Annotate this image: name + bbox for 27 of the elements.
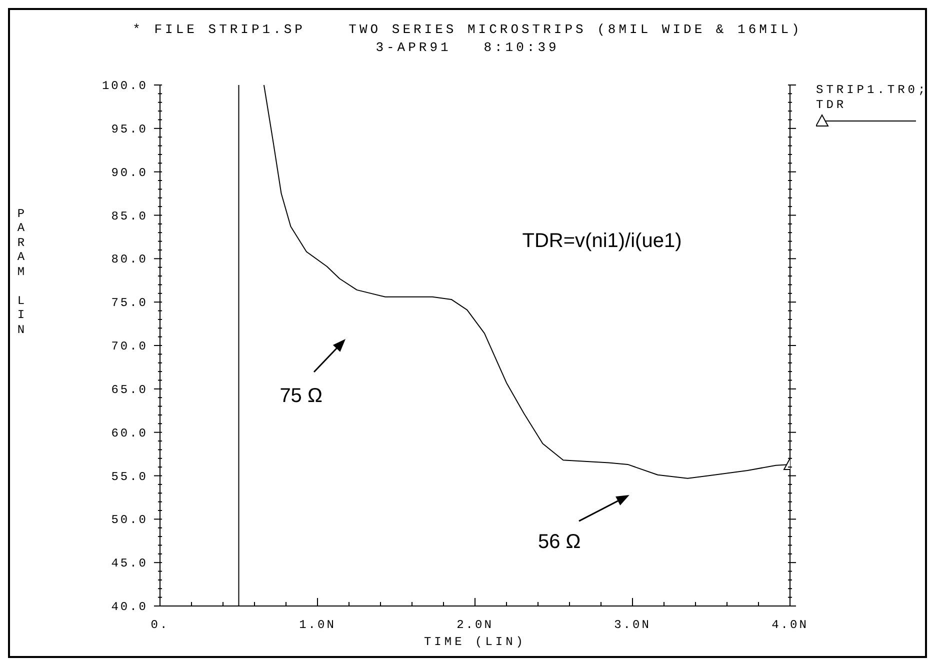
legend-title: STRIP1.TR0; <box>816 83 928 98</box>
y-tick-label: 45.0 <box>111 556 148 571</box>
x-tick-label: 3.0N <box>614 618 651 632</box>
x-axis-title: TIME (LIN) <box>422 635 527 649</box>
y-tick-label: 90.0 <box>111 166 148 180</box>
y-tick-label: 100.0 <box>102 79 148 93</box>
y-tick-label: 95.0 <box>111 122 148 136</box>
annotation: 56 Ω <box>538 531 581 554</box>
y-tick-label: 70.0 <box>111 340 148 354</box>
y-tick-label: 65.0 <box>111 382 148 397</box>
x-tick-label: 4.0N <box>772 618 808 632</box>
y-tick-label: 75.0 <box>111 296 148 310</box>
x-tick-label: 0. <box>150 618 170 632</box>
chart-subtitle: 3-APR91 8:10:39 <box>374 40 560 55</box>
y-tick-label: 85.0 <box>111 209 148 224</box>
y-tick-label: 50.0 <box>111 513 148 528</box>
chart-title: * FILE STRIP1.SP TWO SERIES MICROSTRIPS (8MIL WIDE & 16MIL) <box>132 22 804 37</box>
x-tick-label: 2.0N <box>456 618 494 632</box>
y-tick-label: 40.0 <box>111 600 148 614</box>
annotation: 75 Ω <box>280 384 322 408</box>
y-tick-label: 60.0 <box>111 426 148 440</box>
annotation: TDR=v(ni1)/i(ue1) <box>522 230 682 253</box>
text: PARAM LIN <box>17 206 25 337</box>
y-tick-label: 80.0 <box>111 252 148 267</box>
legend-label: TDR <box>816 98 848 113</box>
x-tick-label: 1.0N <box>299 618 336 632</box>
y-tick-label: 55.0 <box>111 470 148 484</box>
